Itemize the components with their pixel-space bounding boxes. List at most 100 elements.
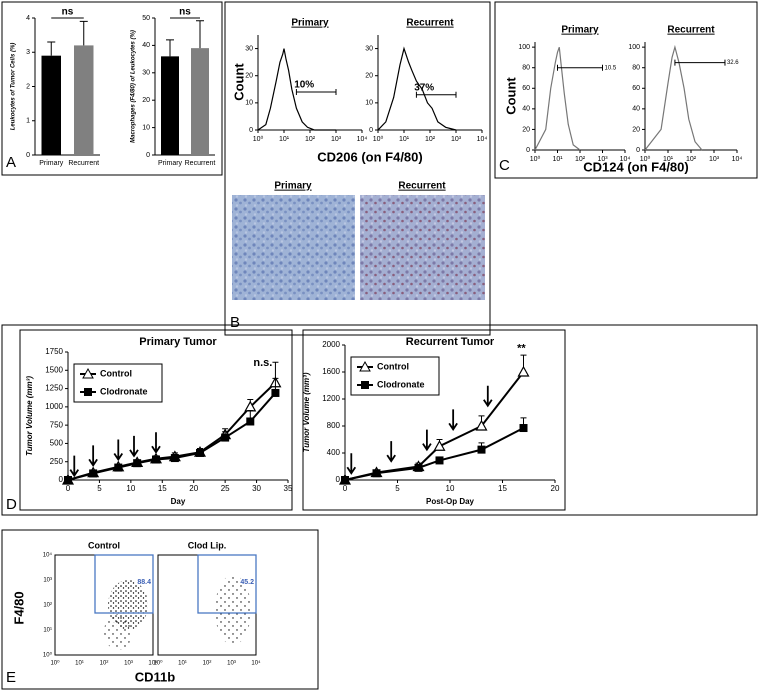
panel-d-frame: [1, 324, 758, 516]
x-tick-label: 10⁰: [153, 660, 163, 667]
y-tick-label: 20: [632, 126, 640, 133]
x-tick-label: 5: [395, 484, 400, 493]
y-tick-label: 10⁰: [43, 652, 53, 659]
marker: [517, 365, 530, 377]
y-tick-label: 80: [632, 65, 640, 72]
y-tick-label: 10⁴: [43, 552, 53, 559]
panel-e-frame: [1, 529, 319, 690]
error-bar: [47, 41, 56, 56]
x-tick-label: 10⁴: [148, 660, 158, 667]
legend-marker: [361, 381, 369, 389]
gate: [197, 554, 257, 614]
gate-label: 10.5: [605, 65, 617, 71]
y-axis-label: Count: [503, 77, 518, 115]
x-tick-label: 10⁰: [253, 135, 264, 143]
legend-marker: [82, 367, 94, 379]
gate: [295, 89, 337, 95]
x-tick-label: 10⁴: [477, 136, 488, 143]
y-tick-label: 20: [365, 73, 373, 80]
y-tick-label: 800: [327, 421, 341, 430]
marker: [433, 440, 446, 451]
x-tick-label: 20: [189, 484, 198, 493]
annotation: n.s.: [253, 357, 272, 369]
marker: [221, 433, 230, 442]
x-tick-label: Recurrent: [68, 160, 99, 167]
y-tick-label: 3: [26, 49, 30, 56]
x-tick-label: 25: [221, 484, 230, 493]
legend-label: Control: [377, 361, 409, 371]
dot-cloud: [215, 575, 251, 645]
gate-label: 10%: [294, 80, 314, 91]
annotation: ns: [179, 7, 191, 18]
panel-letter: B: [230, 314, 240, 331]
x-tick-label: 10³: [709, 156, 720, 163]
y-tick-label: 60: [522, 85, 530, 92]
panel-letter: C: [499, 157, 510, 174]
y-tick-label: 100: [628, 44, 640, 51]
micrograph-title: Recurrent: [398, 181, 446, 192]
plot-title: Control: [88, 540, 120, 550]
marker: [89, 469, 98, 478]
arrow: [422, 429, 432, 452]
x-tick-label: 10⁴: [357, 136, 368, 143]
y-tick-label: 10: [245, 100, 253, 107]
y-tick-label: 0: [59, 475, 64, 484]
y-tick-label: 40: [632, 106, 640, 113]
marker: [246, 417, 255, 426]
plot-title: Clod Lip.: [188, 540, 227, 550]
gate: [94, 554, 154, 614]
x-tick-label: 10²: [305, 136, 316, 143]
marker: [64, 476, 72, 484]
marker: [519, 424, 528, 433]
y-tick-label: 80: [522, 65, 530, 72]
y-tick-label: 0: [369, 127, 373, 134]
line: [377, 46, 457, 131]
x-axis-label: CD206 (on F4/80): [317, 149, 422, 164]
x-tick-label: 10⁴: [251, 660, 261, 667]
x-tick-label: 10³: [451, 136, 462, 143]
y-tick-label: 1000: [45, 402, 63, 411]
x-tick-label: 10³: [331, 136, 342, 143]
y-tick-label: 0: [249, 127, 253, 134]
x-tick-label: 10¹: [552, 156, 563, 163]
x-tick-label: 30: [252, 484, 261, 493]
y-tick-label: 2000: [322, 340, 340, 349]
y-tick-label: 50: [142, 15, 150, 22]
y-tick-label: 1200: [322, 394, 340, 403]
arrow: [346, 453, 357, 475]
x-tick-label: 10: [446, 484, 455, 493]
arrow: [448, 409, 458, 431]
arrow: [151, 432, 161, 454]
marker: [475, 419, 488, 431]
x-tick-label: 15: [498, 484, 507, 493]
x-tick-label: 10⁰: [640, 155, 651, 163]
legend-label: Clodronate: [100, 386, 148, 396]
y-tick-label: 250: [50, 457, 64, 466]
y-tick-label: 0: [636, 147, 640, 154]
gate: [674, 59, 726, 66]
chart-title: Primary Tumor: [139, 336, 217, 348]
x-tick-label: Primary: [39, 160, 64, 167]
x-tick-label: 10²: [575, 156, 586, 163]
arrow: [113, 439, 124, 462]
x-tick-label: 10⁴: [620, 156, 631, 163]
chart-title: Recurrent Tumor: [406, 336, 495, 348]
chart-title: Recurrent: [406, 18, 454, 29]
y-tick-label: 10: [142, 124, 150, 131]
marker: [435, 456, 444, 465]
y-tick-label: 4: [26, 15, 30, 22]
x-axis-label: CD124 (on F4/80): [583, 159, 688, 174]
x-tick-label: 10²: [686, 156, 697, 163]
marker: [170, 454, 179, 463]
y-tick-label: 0: [26, 152, 30, 159]
line: [644, 44, 703, 151]
marker: [414, 463, 423, 472]
x-tick-label: 10³: [597, 156, 608, 163]
panel-b-frame: [224, 1, 491, 336]
marker: [196, 448, 204, 457]
y-axis-label: Count: [231, 63, 246, 101]
x-tick-label: 10⁰: [530, 155, 541, 163]
x-tick-label: 10¹: [75, 661, 84, 667]
x-axis-label: CD11b: [135, 669, 176, 684]
marker: [341, 476, 349, 484]
